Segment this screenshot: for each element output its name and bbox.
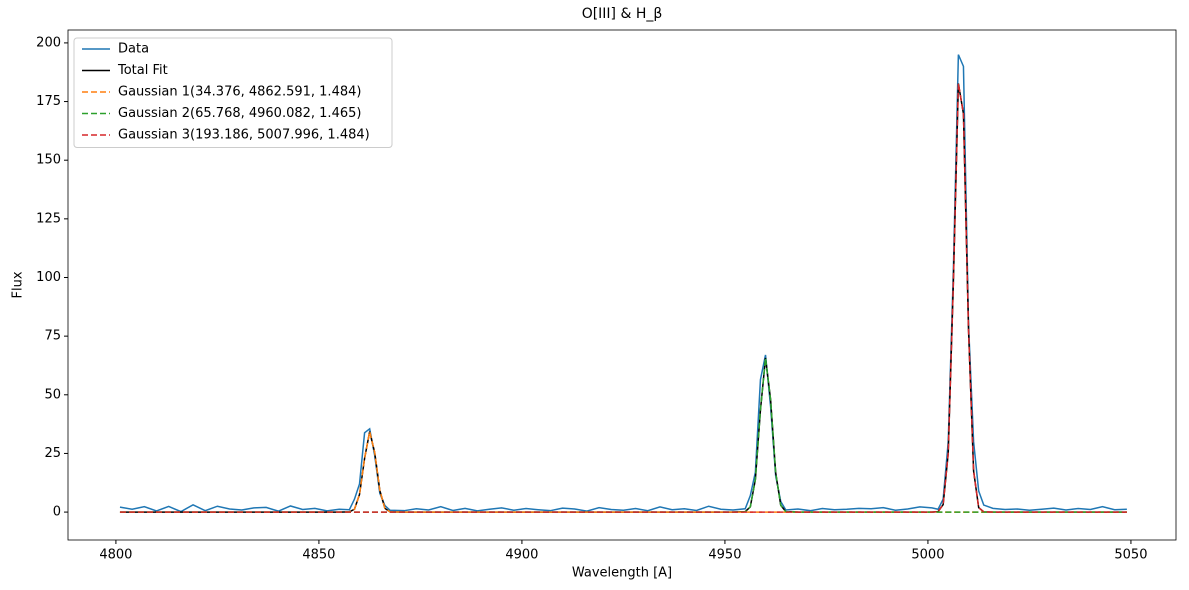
series-line	[119, 431, 1127, 513]
x-tick-label: 4850	[302, 548, 335, 563]
x-tick-label: 4950	[708, 548, 741, 563]
x-tick-label: 5050	[1114, 548, 1147, 563]
legend-label: Gaussian 1(34.376, 4862.591, 1.484)	[118, 85, 361, 100]
y-tick-label: 25	[44, 446, 61, 461]
y-tick-label: 175	[36, 94, 61, 109]
legend-label: Total Fit	[117, 63, 168, 78]
series-line	[119, 54, 1127, 513]
x-tick-label: 5000	[911, 548, 944, 563]
y-axis-label: Flux	[11, 271, 26, 298]
y-tick-label: 125	[36, 211, 61, 226]
series-line	[119, 83, 1127, 513]
x-tick-label: 4800	[99, 548, 132, 563]
x-axis-label: Wavelength [A]	[572, 566, 672, 581]
legend-label: Gaussian 3(193.186, 5007.996, 1.484)	[118, 128, 370, 143]
legend-label: Gaussian 2(65.768, 4960.082, 1.465)	[118, 106, 361, 121]
y-tick-label: 100	[36, 270, 61, 285]
legend-label: Data	[118, 42, 149, 57]
legend-box	[73, 37, 393, 148]
y-tick-label: 200	[36, 35, 61, 50]
y-tick-label: 75	[44, 329, 61, 344]
x-tick-label: 4900	[505, 548, 538, 563]
y-tick-label: 50	[44, 387, 61, 402]
y-tick-label: 150	[36, 153, 61, 168]
chart-title: O[III] & H_β	[582, 6, 663, 22]
plot-frame	[67, 29, 1177, 541]
y-tick-label: 0	[53, 505, 61, 520]
